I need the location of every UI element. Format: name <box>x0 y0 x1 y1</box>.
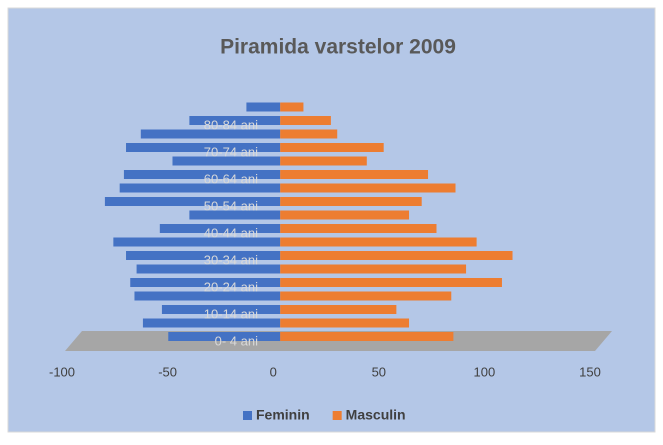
bar <box>280 264 467 274</box>
y-tick-label: 60-64 ani <box>204 171 258 186</box>
bar <box>189 210 281 220</box>
bar <box>280 224 437 233</box>
legend-label: Feminin <box>256 407 310 423</box>
chart-area <box>7 7 656 433</box>
y-tick-label: 0- 4 ani <box>215 333 258 348</box>
bar <box>280 183 456 193</box>
bar <box>104 197 281 206</box>
y-tick-label: 30-34 ani <box>204 252 258 267</box>
x-tick-label: 100 <box>474 364 496 379</box>
chart-title: Piramida varstelor 2009 <box>220 36 456 59</box>
bar <box>126 251 281 260</box>
y-tick-label: 10-14 ani <box>204 306 258 321</box>
x-tick-label: 0 <box>270 364 277 379</box>
bar <box>168 332 281 341</box>
bar <box>159 224 281 233</box>
bar <box>142 318 281 328</box>
bar <box>140 129 281 139</box>
bar <box>280 278 502 287</box>
bar <box>172 156 281 166</box>
bar <box>280 129 338 139</box>
bar <box>280 170 429 179</box>
bar <box>280 102 304 112</box>
bar <box>113 237 281 247</box>
bar <box>246 102 281 112</box>
bar <box>280 197 422 206</box>
legend-swatch <box>243 411 252 420</box>
bar <box>280 143 384 152</box>
y-tick-label: 50-54 ani <box>204 198 258 213</box>
labels: 0- 4 ani 10-14 ani 20-24 ani 30-34 ani 40-44… <box>204 117 258 348</box>
y-tick-label: 40-44 ani <box>204 225 258 240</box>
bar <box>280 305 397 314</box>
bar <box>126 143 281 152</box>
bar <box>280 156 367 166</box>
bar <box>280 210 410 220</box>
x-tick-label: -100 <box>49 364 75 379</box>
y-tick-label: 20-24 ani <box>204 279 258 294</box>
legend-swatch <box>332 411 342 420</box>
bar <box>134 291 281 301</box>
bar <box>280 291 452 301</box>
legend-label: Masculin <box>346 407 406 423</box>
bar <box>119 183 281 193</box>
y-tick-label: 80-84 ani <box>204 117 258 132</box>
bar <box>280 251 513 260</box>
bar <box>280 332 454 341</box>
x-tick-label: -50 <box>158 364 177 379</box>
bar <box>130 278 281 287</box>
bar <box>123 170 281 179</box>
bar <box>280 318 410 328</box>
x-tick-label: 50 <box>372 364 386 379</box>
bars <box>104 102 513 341</box>
bar <box>189 116 281 125</box>
y-tick-label: 70-74 ani <box>204 144 258 159</box>
bar <box>280 237 477 247</box>
bar <box>280 116 331 125</box>
bar <box>161 305 281 314</box>
x-tick-label: 150 <box>579 364 601 379</box>
bar <box>136 264 281 274</box>
